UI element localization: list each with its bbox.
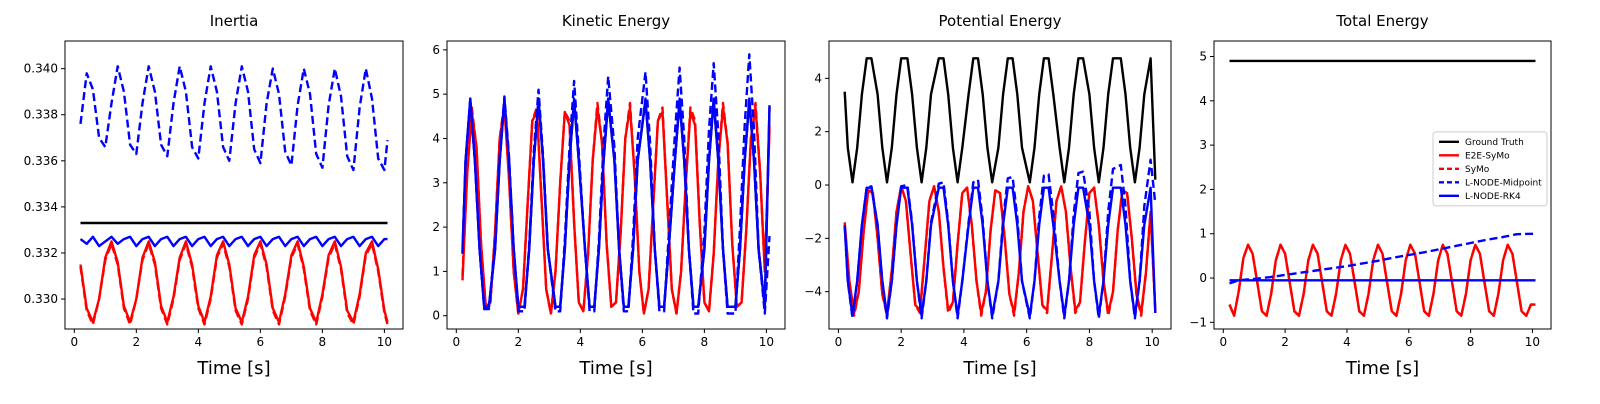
axes-frame (828, 40, 1172, 330)
subplot-4: Total Energy 0 2 4 6 8 10 −1 0 1 2 3 4 5 Time [s] Groun… (1189, 12, 1552, 379)
axes-frame (64, 40, 404, 330)
chart-title: Kinetic Energy (562, 12, 670, 30)
x-tick-label: 4 (960, 335, 968, 349)
y-tick-label: 5 (1199, 50, 1207, 64)
x-axis-label: Time [s] (1345, 358, 1419, 379)
subplot-3: Potential Energy 0 2 4 6 8 10 −4 −2 0 2 4 Time [s] (804, 12, 1172, 379)
legend-label: E2E-SyMo (1465, 151, 1510, 161)
axes-frame (1213, 40, 1552, 330)
x-tick-label: 0 (1219, 335, 1227, 349)
y-tick-label: 0 (814, 178, 822, 192)
series-line-l-node-midpoint (79, 65, 389, 172)
x-tick-label: 6 (1023, 335, 1031, 349)
y-tick-label: 0.334 (24, 200, 58, 214)
y-tick-label: 0.330 (24, 292, 58, 306)
y-tick-label: 0.340 (24, 62, 58, 76)
y-tick-label: 4 (814, 71, 822, 85)
y-tick-label: −2 (804, 231, 822, 245)
y-tick-label: 0 (432, 309, 440, 323)
series-line-l-node-rk4 (79, 235, 388, 248)
x-tick-label: 6 (1405, 335, 1413, 349)
plot-area (79, 65, 389, 326)
x-axis-label: Time [s] (578, 358, 652, 379)
series-line-e2e-symo (79, 240, 389, 324)
plot-area (1228, 59, 1536, 317)
x-tick-label: 10 (1145, 335, 1160, 349)
x-tick-label: 6 (639, 335, 647, 349)
x-tick-label: 4 (1343, 335, 1351, 349)
x-tick-label: 10 (759, 335, 774, 349)
subplot-1: Inertia 0 2 4 6 8 10 0.330 0.332 0.334 0.336 0.338 0… (24, 12, 404, 379)
y-tick-label: 4 (432, 131, 440, 145)
y-tick-label: 3 (432, 176, 440, 190)
y-tick-label: 5 (432, 87, 440, 101)
x-tick-label: 2 (133, 335, 141, 349)
legend-label: L-NODE-RK4 (1465, 192, 1521, 202)
series-line-l-node-rk4 (843, 186, 1157, 317)
x-tick-label: 0 (452, 335, 460, 349)
x-axis-label: Time [s] (196, 358, 270, 379)
y-tick-label: 0 (1199, 271, 1207, 285)
x-tick-label: 0 (835, 335, 843, 349)
legend-label: SyMo (1465, 165, 1490, 175)
x-tick-label: 10 (1525, 335, 1540, 349)
y-tick-label: 3 (1199, 138, 1207, 152)
x-tick-label: 10 (377, 335, 392, 349)
y-tick-label: 1 (432, 264, 440, 278)
x-tick-label: 2 (1281, 335, 1289, 349)
x-tick-label: 0 (70, 335, 78, 349)
subplot-2: Kinetic Energy 0 2 4 6 8 10 0 1 2 3 4 5 6 Time [s] (432, 12, 786, 379)
series-line-l-node-rk4 (461, 97, 771, 308)
x-tick-label: 8 (701, 335, 709, 349)
x-tick-label: 4 (195, 335, 203, 349)
plot-area (461, 53, 771, 315)
series-line-symo (843, 185, 1157, 317)
y-tick-label: 6 (432, 43, 440, 57)
x-tick-label: 4 (577, 335, 585, 349)
y-tick-label: 0.338 (24, 108, 58, 122)
y-tick-label: −1 (1189, 315, 1207, 329)
chart-title: Inertia (210, 12, 259, 30)
y-tick-label: 0.336 (24, 154, 58, 168)
x-tick-label: 8 (1467, 335, 1475, 349)
series-line-l-node-midpoint (843, 158, 1157, 320)
y-tick-label: 1 (1199, 227, 1207, 241)
axes-frame (446, 40, 786, 330)
legend: Ground Truth E2E-SyMo SyMo L-NODE-Midpoint L… (1432, 131, 1548, 207)
plot-area (843, 57, 1157, 320)
legend-label: Ground Truth (1465, 138, 1524, 148)
y-tick-label: 4 (1199, 94, 1207, 108)
x-axis-label: Time [s] (962, 358, 1036, 379)
y-tick-label: 0.332 (24, 246, 58, 260)
x-tick-label: 2 (515, 335, 523, 349)
y-tick-label: 2 (814, 125, 822, 139)
series-line-symo (1228, 243, 1536, 317)
x-tick-label: 8 (1086, 335, 1094, 349)
x-tick-label: 8 (319, 335, 327, 349)
series-line-symo (79, 242, 389, 326)
y-tick-label: 2 (1199, 182, 1207, 196)
series-line-l-node-midpoint (461, 53, 771, 315)
legend-box (1432, 131, 1548, 207)
x-tick-label: 6 (257, 335, 265, 349)
y-tick-label: 2 (432, 220, 440, 234)
series-line-l-node-midpoint (1229, 232, 1536, 285)
series-line-ground-truth (843, 57, 1157, 184)
x-tick-label: 2 (897, 335, 905, 349)
y-tick-label: −4 (804, 285, 822, 299)
chart-title: Total Energy (1335, 12, 1428, 30)
chart-title: Potential Energy (939, 12, 1062, 30)
legend-label: L-NODE-Midpoint (1465, 178, 1542, 188)
